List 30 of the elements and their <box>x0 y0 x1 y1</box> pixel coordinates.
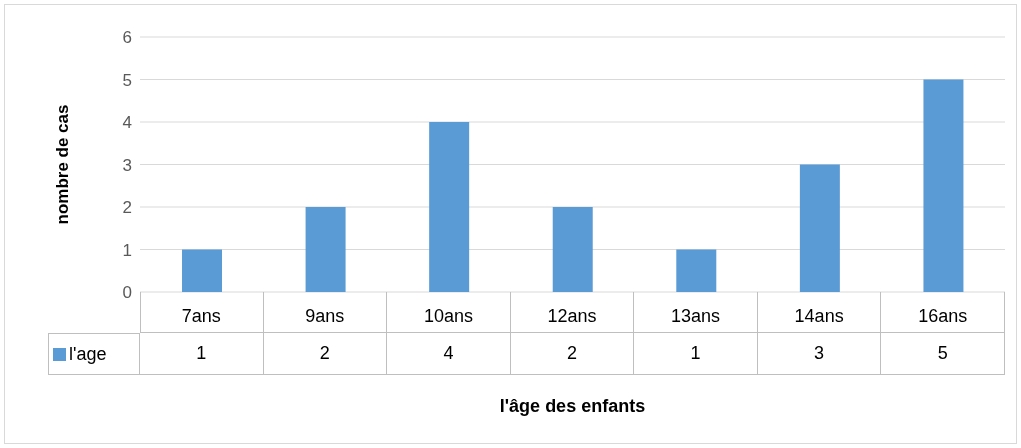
bar <box>305 207 346 292</box>
y-tick-label: 3 <box>122 155 132 175</box>
x-tick-label: 7ans <box>140 292 264 333</box>
y-tick-label: 1 <box>122 240 132 260</box>
data-label: 2 <box>263 333 388 375</box>
y-tick-label: 4 <box>122 113 132 133</box>
data-label: 5 <box>881 333 1005 375</box>
legend-label: l'age <box>69 343 107 365</box>
data-label: 2 <box>510 333 635 375</box>
x-tick-label: 16ans <box>881 292 1005 333</box>
x-tick-label: 14ans <box>757 292 882 333</box>
x-axis-title: l'âge des enfants <box>498 396 647 417</box>
data-label: 1 <box>634 333 758 375</box>
x-tick-label: 13ans <box>634 292 758 333</box>
x-tick-label: 9ans <box>263 292 388 333</box>
bar <box>923 79 964 292</box>
x-tick-label: 12ans <box>510 292 635 333</box>
y-axis-title: nombre de cas <box>53 104 73 225</box>
data-label: 4 <box>387 333 511 375</box>
y-tick-label: 2 <box>122 198 132 218</box>
x-tick-label: 10ans <box>387 292 511 333</box>
bar <box>429 122 470 292</box>
y-tick-label: 5 <box>122 70 132 90</box>
bar <box>676 249 717 292</box>
data-label: 3 <box>757 333 882 375</box>
bar <box>552 207 593 292</box>
y-tick-label: 0 <box>122 283 132 303</box>
bar <box>182 249 223 292</box>
y-tick-label: 6 <box>122 28 132 48</box>
bar <box>799 164 840 292</box>
